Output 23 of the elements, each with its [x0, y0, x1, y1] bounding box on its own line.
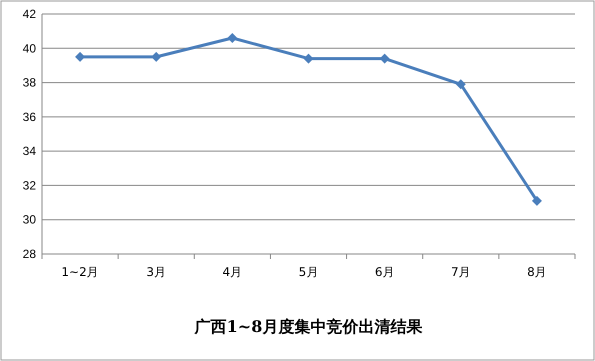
y-tick-label: 38 [22, 76, 36, 90]
point [456, 79, 466, 90]
x-tick-label: 3月 [146, 265, 166, 279]
y-tick-label: 30 [22, 212, 36, 227]
point [151, 52, 162, 62]
y-tick-label: 36 [22, 110, 36, 124]
point [532, 196, 542, 206]
point [227, 33, 238, 43]
text: 广西1~8月度集中竞价出清结果 [194, 317, 424, 336]
x-tick-label: 6月 [374, 265, 394, 279]
point [304, 54, 314, 64]
point [75, 52, 86, 62]
x-tick-label: 5月 [298, 265, 318, 279]
y-tick-label: 28 [22, 247, 36, 261]
x-tick-label: 1~2月 [61, 265, 99, 279]
y-tick-label: 42 [22, 7, 36, 21]
x-tick-label: 7月 [450, 265, 471, 279]
y-tick-label: 40 [22, 41, 36, 56]
y-tick-label: 34 [22, 144, 36, 158]
x-tick-label: 8月 [527, 265, 547, 279]
x-tick-label: 4月 [222, 265, 242, 279]
y-tick-label: 32 [22, 178, 36, 192]
point [380, 54, 390, 64]
